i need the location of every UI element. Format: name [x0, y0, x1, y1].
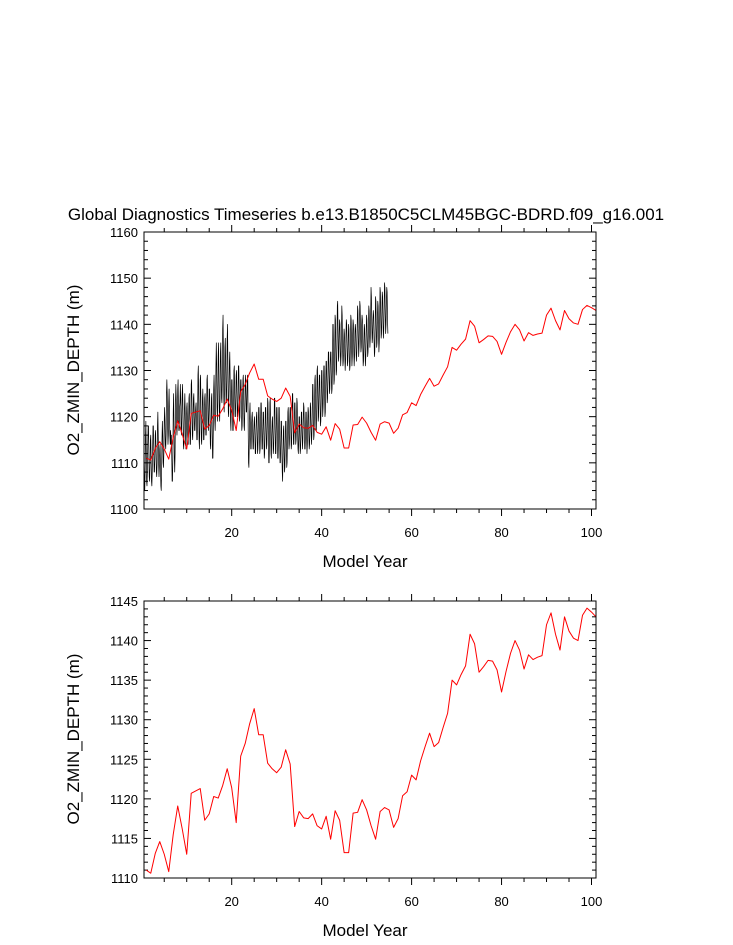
top-series-line-annual-mean	[146, 304, 597, 461]
bottom-y-tick-label: 1115	[111, 831, 138, 846]
top-panel: 1100 1110 1120 1130 1140 1150 1160 20 40 60 80 100…	[64, 225, 602, 571]
bottom-series-group	[145, 607, 597, 874]
top-x-tick-label: 60	[404, 525, 418, 540]
top-y-tick-label: 1140	[110, 317, 138, 332]
bottom-x-tick-label: 100	[581, 894, 603, 909]
top-axis-ticks	[144, 225, 596, 516]
bottom-y-axis-label: O2_ZMIN_DEPTH (m)	[64, 654, 83, 825]
bottom-x-tick-label: 20	[224, 894, 238, 909]
bottom-series-line-annual-mean	[145, 607, 597, 874]
bottom-y-tick-label: 1130	[110, 713, 138, 728]
chart-title: Global Diagnostics Timeseries b.e13.B185…	[68, 205, 664, 224]
top-x-tick-label: 100	[581, 525, 603, 540]
bottom-y-tick-label: 1120	[110, 792, 138, 807]
top-x-axis-label: Model Year	[322, 552, 407, 571]
top-y-tick-label: 1100	[110, 502, 138, 517]
bottom-x-tick-labels: 20 40 60 80 100	[224, 894, 602, 909]
top-x-tick-label: 80	[494, 525, 508, 540]
top-y-tick-label: 1110	[111, 456, 138, 471]
top-y-tick-labels: 1100 1110 1120 1130 1140 1150 1160	[110, 225, 138, 517]
bottom-x-tick-label: 40	[314, 894, 328, 909]
bottom-y-tick-labels: 1110 1115 1120 1125 1130 1135 1140 1145	[110, 594, 138, 886]
top-x-tick-label: 40	[314, 525, 328, 540]
bottom-axis-ticks	[144, 594, 596, 885]
top-series-line-monthly	[143, 282, 389, 491]
bottom-y-tick-label: 1135	[110, 673, 138, 688]
top-y-tick-label: 1120	[110, 410, 138, 425]
bottom-y-tick-label: 1140	[110, 634, 138, 649]
top-x-tick-labels: 20 40 60 80 100	[224, 525, 602, 540]
bottom-x-axis-label: Model Year	[322, 921, 407, 940]
top-series-group	[143, 282, 597, 491]
top-y-tick-label: 1160	[110, 225, 138, 240]
top-x-tick-label: 20	[224, 525, 238, 540]
bottom-x-tick-label: 60	[404, 894, 418, 909]
bottom-panel: 1110 1115 1120 1125 1130 1135 1140 1145 20 40 60 8…	[64, 594, 602, 940]
bottom-x-tick-label: 80	[494, 894, 508, 909]
top-y-tick-label: 1130	[110, 364, 138, 379]
bottom-plot-frame	[143, 600, 597, 879]
bottom-y-tick-label: 1125	[110, 752, 138, 767]
top-plot-frame	[143, 231, 597, 510]
top-y-axis-label: O2_ZMIN_DEPTH (m)	[64, 285, 83, 456]
bottom-y-tick-label: 1110	[111, 871, 138, 886]
top-y-tick-label: 1150	[110, 271, 138, 286]
bottom-y-tick-label: 1145	[110, 594, 138, 609]
